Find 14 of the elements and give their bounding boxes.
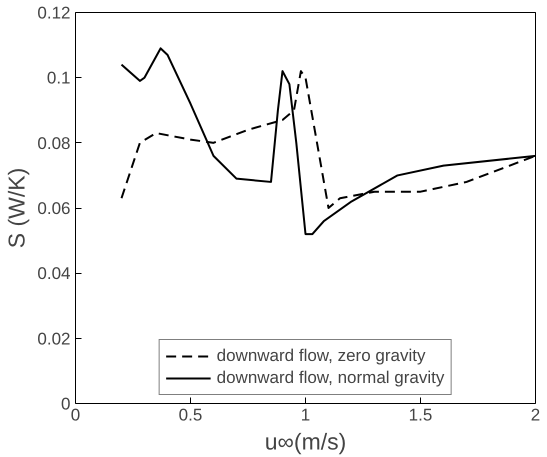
y-tick-label: 0.08 <box>37 134 71 153</box>
x-tick-label: 1 <box>300 406 310 424</box>
legend-label: downward flow, normal gravity <box>216 368 444 388</box>
y-tick-label: 0.12 <box>37 4 71 22</box>
x-axis-title: u∞(m/s) <box>264 428 346 454</box>
y-tick-label: 0.06 <box>37 199 71 218</box>
y-tick-label: 0.04 <box>37 264 71 284</box>
x-tick-label: 2 <box>530 406 540 424</box>
x-tick-label: 1.5 <box>408 406 432 424</box>
y-tick-label: 0.1 <box>46 68 71 88</box>
legend-label: downward flow, zero gravity <box>216 346 426 366</box>
y-tick-label: 0.02 <box>37 329 71 348</box>
x-tick-label: 0.5 <box>178 406 202 424</box>
y-axis-title: S (W/K) <box>3 168 30 248</box>
